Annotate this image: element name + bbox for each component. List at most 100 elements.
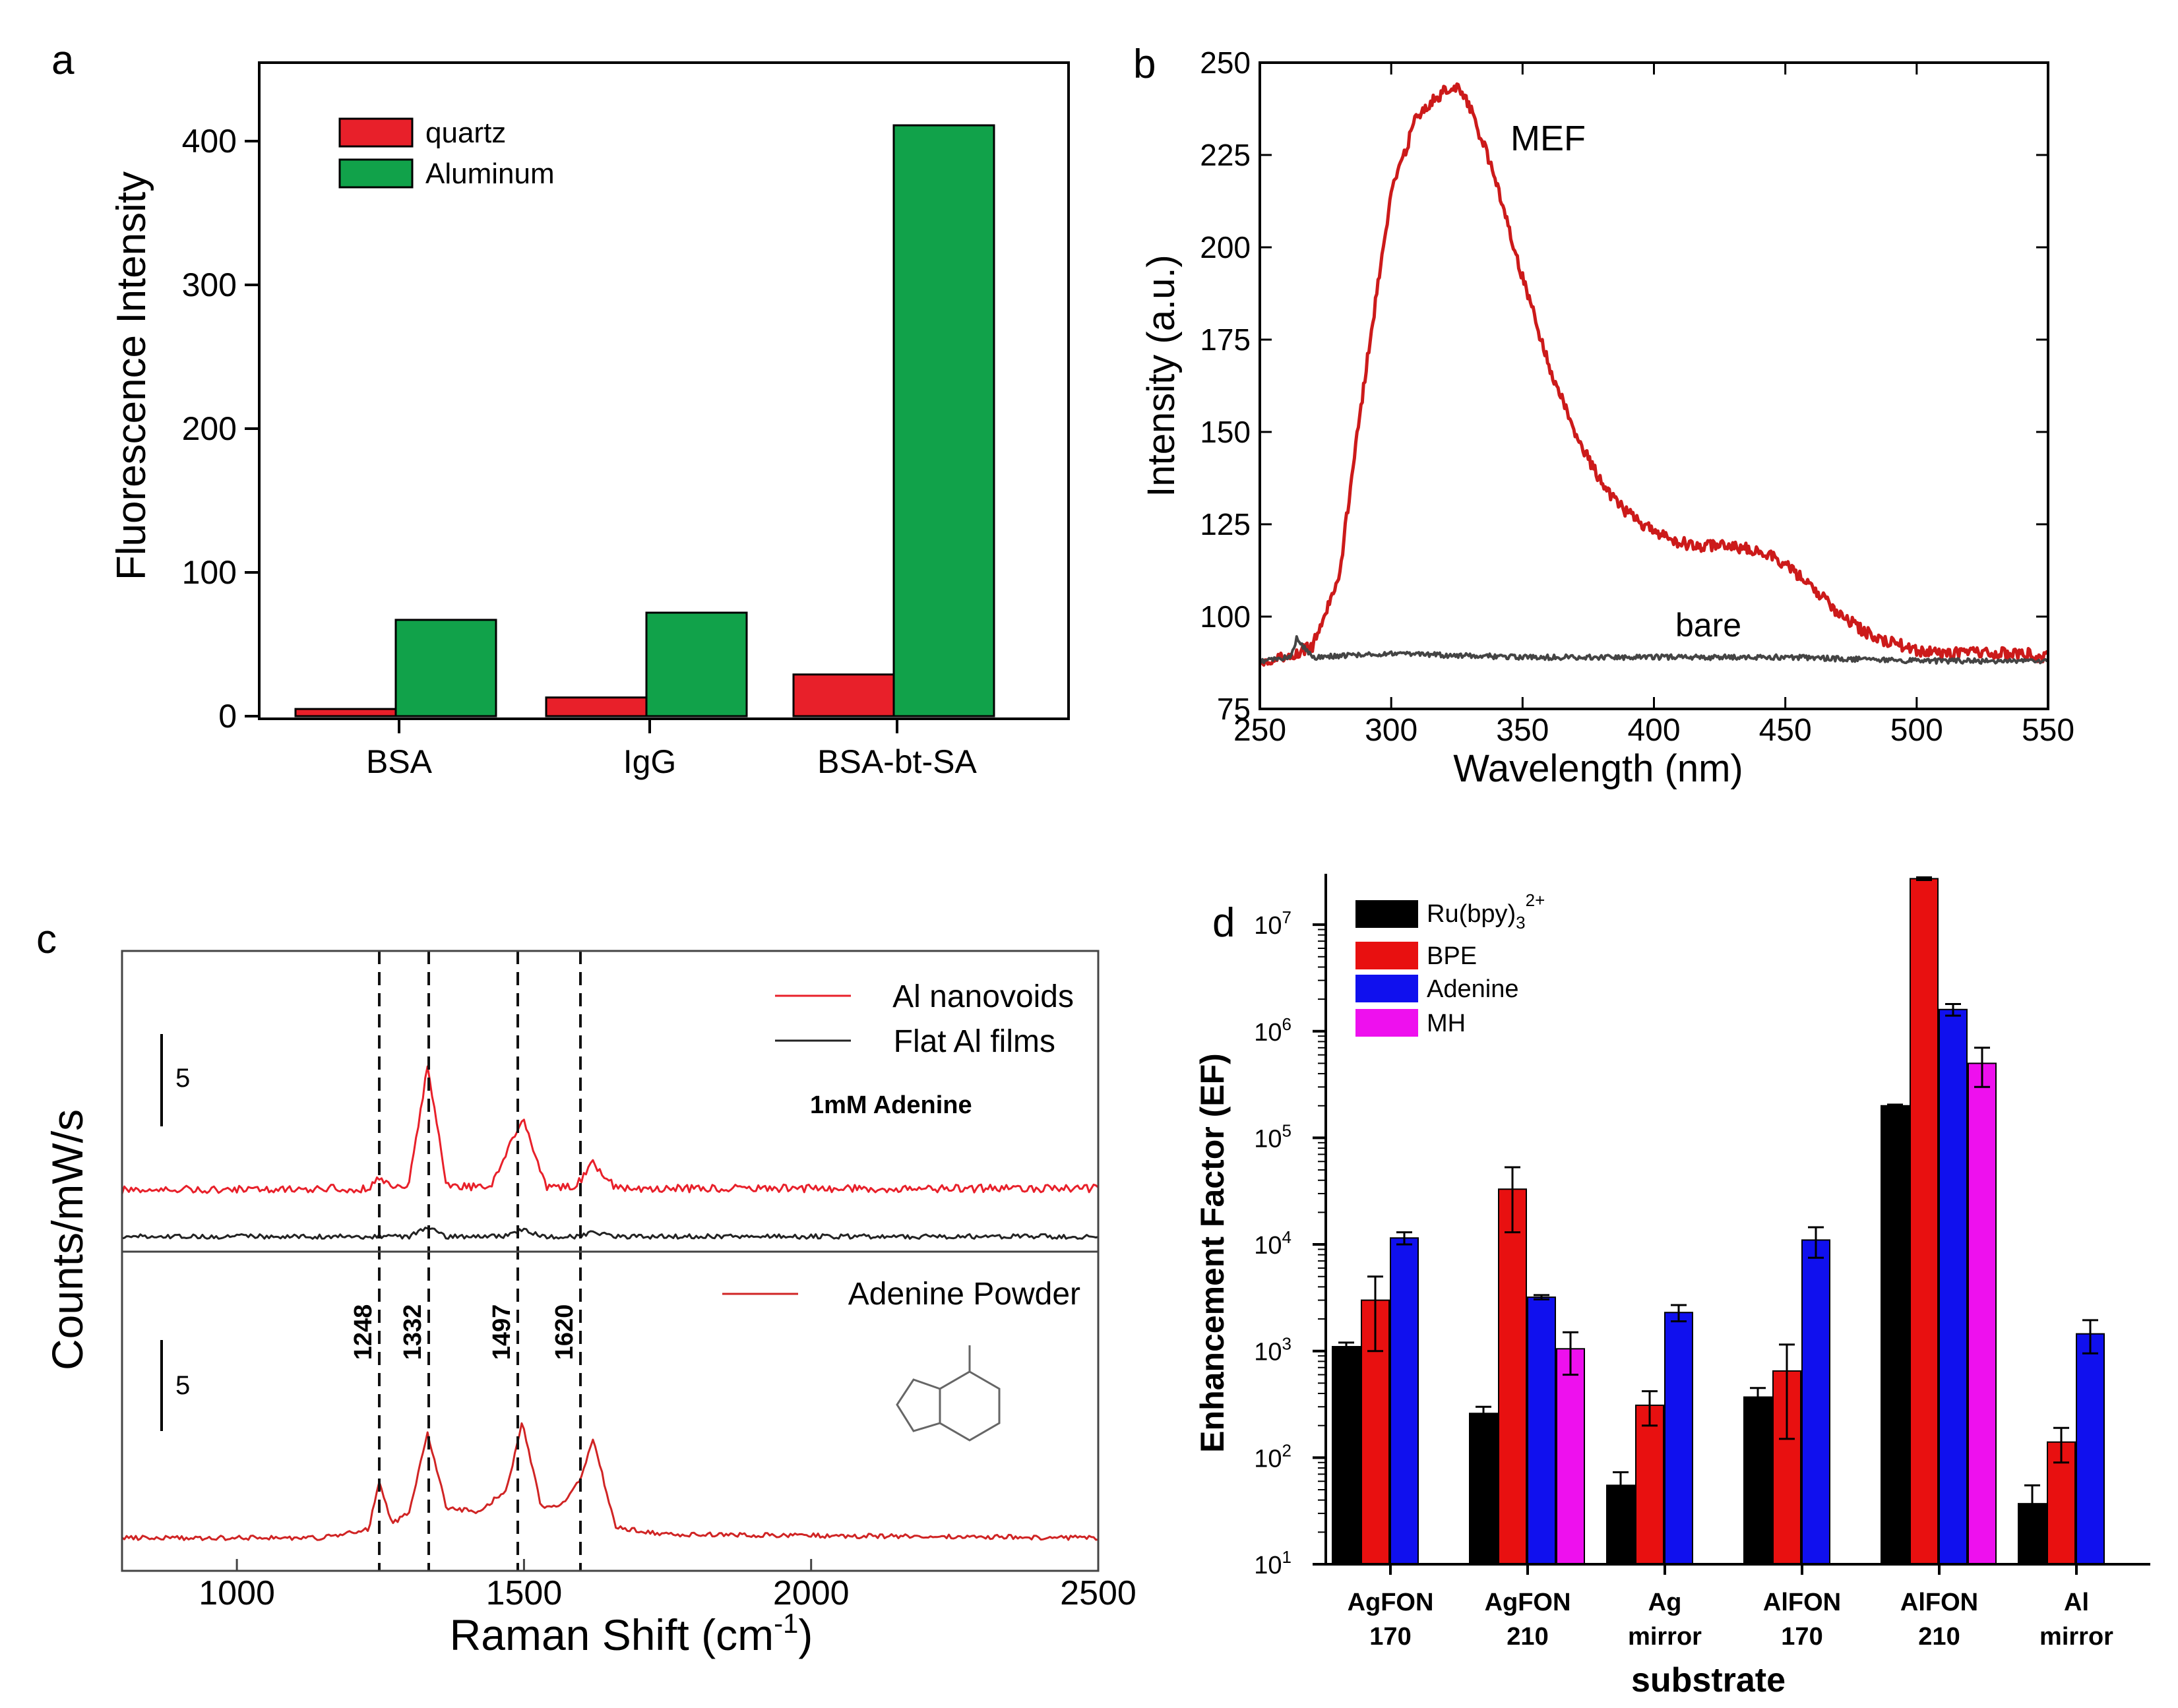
panel-b-xtick-label-4: 450 xyxy=(1759,713,1812,748)
scale-bar-top-label: 5 xyxy=(175,1064,190,1093)
legend-label-adenine-powder: Adenine Powder xyxy=(848,1277,1080,1312)
panel-c-ticks: 1000 1500 2000 2500 xyxy=(199,1559,1136,1612)
panel-b-ytick-label-4: 175 xyxy=(1200,322,1251,357)
panel-d-bar-1-4 xyxy=(1910,878,1939,1565)
panel-a-bar-quartz-2 xyxy=(792,673,895,717)
panel-d-xtick-label2-0: 170 xyxy=(1369,1623,1411,1651)
panel-c-line-1 xyxy=(121,1227,1099,1240)
panel-d-xtick-label2-1: 210 xyxy=(1507,1623,1548,1651)
panel-a-xtick-label-2: BSA-bt-SA xyxy=(817,743,977,780)
panel-d-bar-3-4 xyxy=(1968,1062,1997,1565)
panel-d-bar-0-3 xyxy=(1743,1396,1772,1565)
panel-d-y-ticks: 101 102 103 104 105 106 107 xyxy=(1254,907,1326,1579)
panel-b-ytick-label-1: 100 xyxy=(1200,599,1251,634)
panel-d-bar-3-1 xyxy=(1556,1348,1585,1565)
panel-a-ytick-label-4: 400 xyxy=(182,123,237,160)
panel-b-ytick-label-5: 200 xyxy=(1200,230,1251,264)
panel-b-label: b xyxy=(1133,42,1156,87)
panel-c-legend-top: Al nanovoids Flat Al films xyxy=(775,979,1074,1059)
panel-d-x-labels: AgFON 170 AgFON 210 Ag mirror AlFON 170 AlFON 210… xyxy=(1348,1564,2113,1651)
panel-b-frame xyxy=(1259,61,2049,710)
legend-label-al-nanovoids: Al nanovoids xyxy=(892,979,1074,1014)
panel-d-bar-2-0 xyxy=(1390,1237,1419,1565)
panel-a-y-ticks: 0 100 200 300 400 xyxy=(182,123,259,735)
panel-c-peak-label-1248: 1248 xyxy=(350,1304,377,1360)
panel-c-peak-label-1332: 1332 xyxy=(399,1304,427,1360)
panel-d-xtick-label2-5: mirror xyxy=(2039,1623,2113,1651)
panel-b-xtick-label-6: 550 xyxy=(2022,713,2074,748)
panel-a: a Fluorescence Intensity 0 100 200 300 400 B… xyxy=(51,38,1070,780)
legend-swatch-mh xyxy=(1355,1009,1418,1037)
panel-b-line-MEF xyxy=(1259,82,2049,667)
panel-b-line-bare xyxy=(1259,635,2049,665)
panel-d-bar-2-2 xyxy=(1664,1312,1693,1566)
legend-label-quartz: quartz xyxy=(425,117,506,149)
panel-a-bar-aluminum-2 xyxy=(892,124,995,717)
panel-d: d Enhancement Factor (EF) substrate 101 1… xyxy=(1194,874,2150,1699)
panel-d-bar-1-2 xyxy=(1635,1404,1664,1565)
panel-d-bar-0-4 xyxy=(1881,1105,1910,1565)
panel-d-bar-2-4 xyxy=(1939,1008,1968,1565)
legend-label-mh: MH xyxy=(1427,1010,1466,1037)
panel-a-legend: quartz Aluminum xyxy=(338,117,555,190)
panel-c-peak-label-1497: 1497 xyxy=(488,1304,516,1360)
panel-a-xtick-label-1: IgG xyxy=(623,743,677,780)
panel-c-peak-label-1620: 1620 xyxy=(551,1304,578,1360)
panel-b-ylabel: Intensity (a.u.) xyxy=(1140,255,1183,497)
panel-d-xtick-label1-4: AlFON xyxy=(1900,1589,1978,1616)
panel-c-label: c xyxy=(36,917,57,962)
legend-label-rubpy: Ru(bpy)32+ xyxy=(1427,890,1545,932)
panel-c-line-0 xyxy=(121,1065,1099,1194)
panel-b-xtick-label-3: 400 xyxy=(1627,713,1680,748)
panel-c-xlabel: Raman Shift (cm-1) xyxy=(450,1608,813,1659)
panel-a-label: a xyxy=(51,38,75,83)
panel-b-ytick-label-0: 75 xyxy=(1217,692,1251,726)
panel-d-ylabel: Enhancement Factor (EF) xyxy=(1194,1053,1231,1453)
panel-a-bar-aluminum-1 xyxy=(645,611,748,717)
panel-a-ylabel: Fluorescence Intensity xyxy=(109,171,154,580)
panel-d-bar-1-1 xyxy=(1498,1188,1527,1565)
panel-a-bar-aluminum-0 xyxy=(394,619,497,717)
panel-d-xtick-label2-3: 170 xyxy=(1781,1623,1822,1651)
panel-b-xtick-label-1: 300 xyxy=(1365,713,1417,748)
legend-label-flat-al: Flat Al films xyxy=(894,1024,1055,1059)
panel-d-ytick-label-1: 102 xyxy=(1254,1440,1291,1473)
panel-d-bar-0-0 xyxy=(1332,1346,1361,1565)
panel-d-ytick-label-4: 105 xyxy=(1254,1120,1291,1153)
panel-d-bar-2-3 xyxy=(1801,1239,1830,1565)
series-label-mef: MEF xyxy=(1510,119,1586,158)
panel-a-x-labels: BSA IgG BSA-bt-SA xyxy=(366,719,978,780)
panel-a-ytick-label-2: 200 xyxy=(182,410,237,447)
legend-label-aluminum: Aluminum xyxy=(425,158,555,190)
panel-c-frame xyxy=(121,950,1100,1572)
panel-d-xlabel: substrate xyxy=(1631,1661,1786,1699)
panel-d-xtick-label1-0: AgFON xyxy=(1348,1589,1434,1616)
panel-d-ytick-label-6: 107 xyxy=(1254,907,1291,940)
panel-a-bar-quartz-1 xyxy=(545,696,648,717)
panel-a-xtick-label-0: BSA xyxy=(366,743,433,780)
legend-swatch-quartz xyxy=(338,117,414,148)
panel-b-xlabel: Wavelength (nm) xyxy=(1453,747,1743,790)
panel-d-ytick-label-5: 106 xyxy=(1254,1014,1291,1047)
panel-a-ytick-label-3: 300 xyxy=(182,266,237,303)
panel-a-ytick-label-0: 0 xyxy=(218,698,237,735)
panel-d-xtick-label1-2: Ag xyxy=(1648,1589,1682,1616)
panel-d-label: d xyxy=(1212,900,1235,946)
panel-c-xtick-label-0: 1000 xyxy=(199,1574,275,1612)
scale-bar-top: 5 xyxy=(160,1034,190,1126)
panel-a-ytick-label-1: 100 xyxy=(182,554,237,591)
panel-d-ytick-label-0: 101 xyxy=(1254,1547,1291,1579)
panel-a-bars xyxy=(294,124,995,717)
panel-c: c Counts/mW/s Raman Shift (cm-1) 1000 150… xyxy=(36,917,1136,1659)
panel-d-xtick-label1-1: AgFON xyxy=(1485,1589,1571,1616)
scale-bar-bottom: 5 xyxy=(160,1340,190,1431)
panel-a-frame xyxy=(258,61,1070,720)
series-label-bare: bare xyxy=(1675,607,1741,644)
panel-b-xtick-label-5: 500 xyxy=(1890,713,1943,748)
panel-d-bar-2-5 xyxy=(2076,1333,2105,1566)
panel-b-ticks: 250 300 350 400 450 500 550 75 100 125 150 175 200 22… xyxy=(1200,46,2074,748)
panel-d-xtick-label2-2: mirror xyxy=(1628,1623,1702,1651)
panel-d-xtick-label1-3: AlFON xyxy=(1763,1589,1841,1616)
legend-label-adenine: Adenine xyxy=(1427,975,1518,1003)
